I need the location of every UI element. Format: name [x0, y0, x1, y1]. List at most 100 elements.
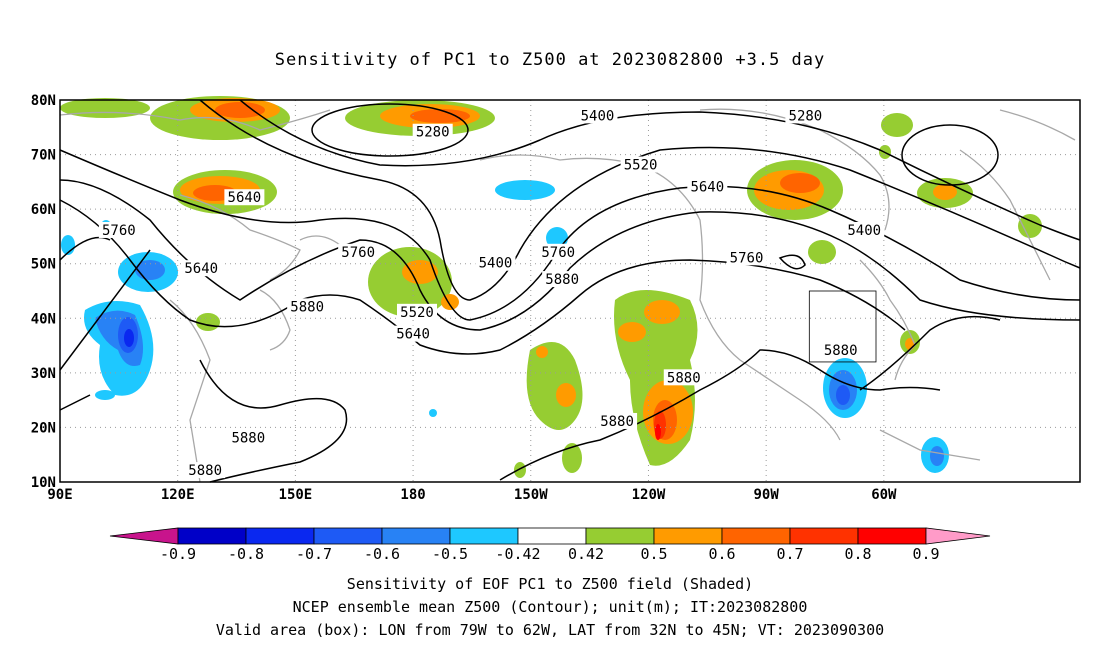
contour-label: 5400: [847, 223, 881, 239]
contour-label: 5280: [416, 125, 450, 141]
contour-label: 5880: [231, 430, 265, 446]
lat-label: 60N: [31, 202, 56, 218]
contour-label-bg: [597, 412, 638, 429]
valid-area-box: [808, 290, 877, 363]
colorbar-segment: [449, 527, 519, 545]
lat-label: 80N: [31, 93, 56, 109]
colorbar-low-triangle: [109, 527, 179, 545]
sensitivity-shading: [60, 96, 1042, 478]
lat-label: 50N: [31, 257, 56, 273]
contour-label: 5760: [541, 245, 575, 261]
lon-label: 90E: [47, 487, 72, 503]
lat-lon-grid: [60, 100, 1080, 482]
contour-label-bg: [224, 189, 265, 206]
contour-label: 5400: [479, 256, 513, 272]
latitude-labels: 80N 70N 60N 50N 40N 30N 20N 10N: [31, 93, 56, 491]
colorbar-segment: [245, 527, 315, 545]
lat-label: 30N: [31, 366, 56, 382]
lat-label: 70N: [31, 148, 56, 164]
colorbar-segment: [517, 527, 587, 545]
lat-label: 40N: [31, 311, 56, 327]
lon-label: 120E: [161, 487, 195, 503]
colorbar-tick-label: -0.7: [296, 545, 332, 563]
contour-label: 5520: [624, 157, 658, 173]
colorbar-high-triangle: [925, 527, 991, 545]
contour-label-bg: [185, 462, 226, 479]
lat-label: 10N: [31, 475, 56, 491]
contour-label-bg: [475, 254, 516, 271]
colorbar-tick-label: 0.6: [708, 545, 735, 563]
colorbar: -0.9 -0.8 -0.7 -0.6 -0.5 -0.42 0.42 0.5 0.6 0.7 0.…: [109, 527, 991, 563]
contour-label: 5760: [102, 223, 136, 239]
contour-labels: 5280 5280 5400 5400 5400 5520 5520 5640 5640 5640…: [98, 107, 885, 479]
contour-label-bg: [663, 369, 704, 386]
lon-label: 60W: [871, 487, 897, 503]
colorbar-segment: [721, 527, 791, 545]
lon-label: 150E: [279, 487, 313, 503]
contour-label-bg: [181, 260, 222, 277]
contour-label-bg: [338, 243, 379, 260]
contour-label-bg: [820, 342, 861, 359]
colorbar-tick-label: 0.42: [568, 545, 604, 563]
contour-label-bg: [726, 249, 767, 266]
lon-label: 90W: [754, 487, 780, 503]
longitude-labels: 90E 120E 150E 180 150W 120W 90W 60W: [47, 487, 897, 503]
contour-label: 5640: [396, 327, 430, 343]
contour-label-bg: [397, 303, 437, 320]
colorbar-segment: [585, 527, 655, 545]
lat-label: 20N: [31, 420, 56, 436]
contour-label: 5760: [341, 245, 375, 261]
contour-label-bg: [228, 429, 269, 446]
contour-label-bg: [538, 243, 579, 260]
contour-label: 5880: [545, 272, 579, 288]
contour-label-bg: [287, 298, 328, 315]
contour-label: 5280: [789, 108, 823, 124]
contour-label: 5880: [667, 370, 701, 386]
contour-label: 5640: [228, 190, 262, 206]
lon-label: 180: [400, 487, 425, 503]
colorbar-segment: [653, 527, 723, 545]
contour-label-bg: [393, 325, 434, 342]
contour-label: 5640: [184, 261, 218, 277]
contour-label-bg: [785, 107, 826, 124]
colorbar-tick-label: 0.8: [844, 545, 871, 563]
colorbar-segment: [381, 527, 451, 545]
colorbar-tick-label: 0.5: [640, 545, 667, 563]
contour-label: 5880: [600, 414, 634, 430]
colorbar-tick-label: -0.42: [495, 545, 540, 563]
colorbar-segment: [857, 527, 927, 545]
contour-label-bg: [844, 221, 885, 238]
lon-label: 150W: [514, 487, 548, 503]
colorbar-tick-label: -0.8: [228, 545, 264, 563]
colorbar-tick-label: -0.9: [160, 545, 196, 563]
map-title: Sensitivity of PC1 to Z500 at 2023082800…: [274, 50, 826, 70]
contour-label: 5880: [188, 463, 222, 479]
contour-label: 5520: [400, 305, 434, 321]
contour-label: 5760: [730, 250, 764, 266]
coastlines: [59, 108, 1076, 483]
colorbar-tick-label: 0.7: [776, 545, 803, 563]
footer-line-2: NCEP ensemble mean Z500 (Contour); unit(…: [292, 598, 808, 616]
footer-line-1: Sensitivity of EOF PC1 to Z500 field (Sh…: [346, 575, 754, 593]
contour-label-bg: [412, 123, 453, 140]
colorbar-tick-label: -0.6: [364, 545, 400, 563]
contour-label: 5400: [581, 108, 615, 124]
map-frame: [59, 99, 1081, 483]
colorbar-tick-label: 0.9: [912, 545, 939, 563]
contour-label: 5880: [290, 299, 324, 315]
contour-label: 5880: [824, 343, 858, 359]
colorbar-segment: [789, 527, 859, 545]
contour-label-bg: [687, 178, 728, 195]
colorbar-segment: [313, 527, 383, 545]
contour-label: 5640: [690, 179, 724, 195]
contour-label-bg: [620, 156, 661, 173]
footer-line-3: Valid area (box): LON from 79W to 62W, L…: [215, 621, 885, 639]
colorbar-tick-label: -0.5: [432, 545, 468, 563]
contour-label-bg: [98, 221, 139, 238]
colorbar-segment: [177, 527, 247, 545]
z500-contours: [59, 99, 1081, 483]
contour-label-bg: [542, 271, 583, 288]
contour-label-bg: [577, 107, 618, 124]
lon-label: 120W: [632, 487, 666, 503]
